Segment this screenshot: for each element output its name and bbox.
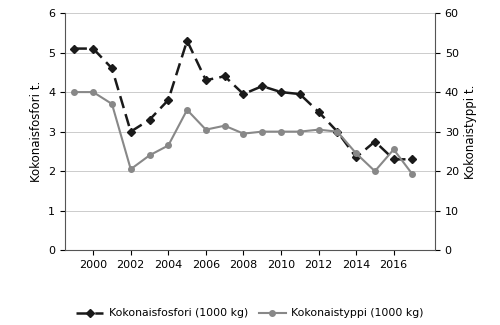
Kokonaisfosfori (1000 kg) (316, 110, 322, 114)
Kokonaisfosfori (1000 kg) (410, 157, 416, 161)
Line: Kokonaisfosfori (1000 kg): Kokonaisfosfori (1000 kg) (72, 38, 416, 162)
Kokonaistyppi (1000 kg) (372, 169, 378, 173)
Kokonaisfosfori (1000 kg) (259, 84, 265, 88)
Kokonaistyppi (1000 kg) (278, 130, 284, 134)
Line: Kokonaistyppi (1000 kg): Kokonaistyppi (1000 kg) (72, 89, 415, 177)
Kokonaisfosfori (1000 kg) (353, 155, 359, 159)
Kokonaistyppi (1000 kg) (259, 130, 265, 134)
Kokonaistyppi (1000 kg) (334, 130, 340, 134)
Kokonaisfosfori (1000 kg) (72, 47, 78, 51)
Kokonaistyppi (1000 kg) (72, 90, 78, 94)
Kokonaisfosfori (1000 kg) (278, 90, 284, 94)
Kokonaistyppi (1000 kg) (166, 144, 172, 148)
Kokonaisfosfori (1000 kg) (372, 139, 378, 143)
Kokonaisfosfori (1000 kg) (128, 130, 134, 134)
Kokonaisfosfori (1000 kg) (334, 130, 340, 134)
Kokonaisfosfori (1000 kg) (109, 66, 115, 70)
Kokonaisfosfori (1000 kg) (184, 39, 190, 43)
Kokonaistyppi (1000 kg) (203, 128, 209, 132)
Kokonaisfosfori (1000 kg) (166, 98, 172, 102)
Kokonaistyppi (1000 kg) (410, 172, 416, 176)
Kokonaistyppi (1000 kg) (390, 148, 396, 151)
Kokonaistyppi (1000 kg) (184, 108, 190, 112)
Kokonaistyppi (1000 kg) (146, 153, 152, 157)
Kokonaisfosfori (1000 kg) (297, 92, 303, 96)
Kokonaisfosfori (1000 kg) (146, 118, 152, 122)
Kokonaistyppi (1000 kg) (240, 132, 246, 136)
Kokonaisfosfori (1000 kg) (203, 78, 209, 82)
Kokonaisfosfori (1000 kg) (390, 157, 396, 161)
Kokonaistyppi (1000 kg) (316, 128, 322, 132)
Y-axis label: Kokonaistyppi t.: Kokonaistyppi t. (464, 84, 477, 179)
Kokonaistyppi (1000 kg) (90, 90, 96, 94)
Kokonaisfosfori (1000 kg) (240, 92, 246, 96)
Kokonaistyppi (1000 kg) (297, 130, 303, 134)
Kokonaistyppi (1000 kg) (222, 124, 228, 128)
Kokonaisfosfori (1000 kg) (222, 74, 228, 78)
Kokonaistyppi (1000 kg) (109, 102, 115, 106)
Legend: Kokonaisfosfori (1000 kg), Kokonaistyppi (1000 kg): Kokonaisfosfori (1000 kg), Kokonaistyppi… (72, 304, 428, 323)
Kokonaistyppi (1000 kg) (128, 167, 134, 171)
Kokonaisfosfori (1000 kg) (90, 47, 96, 51)
Y-axis label: Kokonaisfosfori t.: Kokonaisfosfori t. (30, 81, 43, 182)
Kokonaistyppi (1000 kg) (353, 151, 359, 155)
